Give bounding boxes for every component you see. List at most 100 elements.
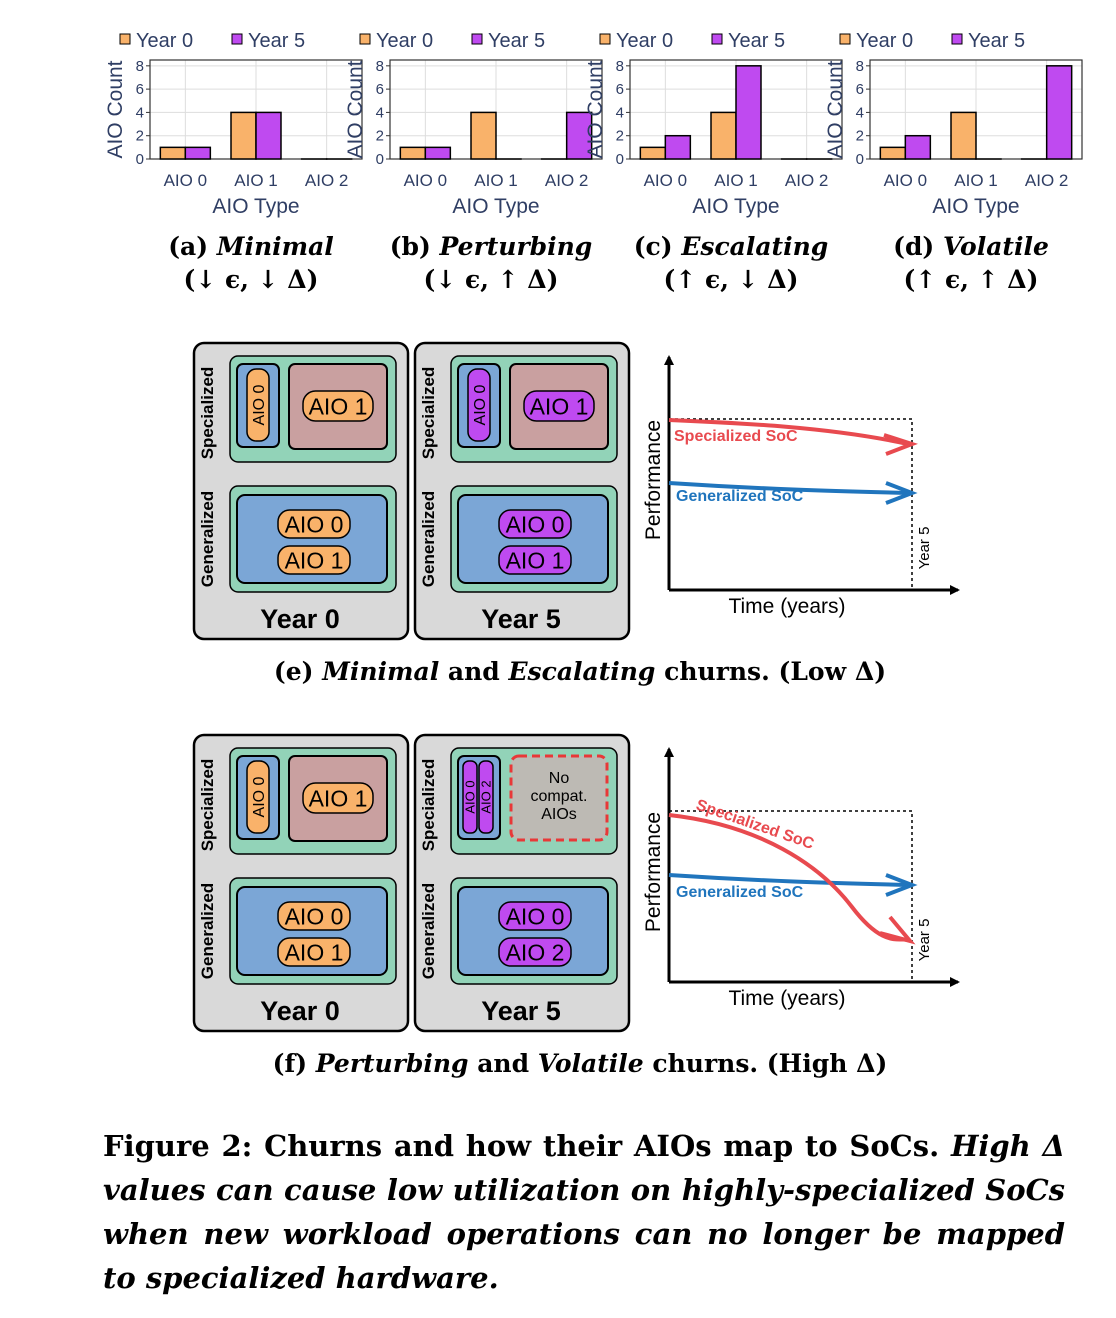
x-axis-label: AIO Type [452,195,539,218]
bar-year0-aio1 [230,111,257,160]
x-tick-label: AIO 0 [404,171,447,190]
subfigure-prefix: (a) [168,232,217,261]
aio-pill-label: AIO 2 [479,780,494,813]
aio-pill-label: AIO 0 [285,511,344,537]
specialized-label: Specialized SoC [694,797,817,853]
specialized-label: Specialized [419,759,438,852]
specialized-arrowhead [879,915,916,945]
year-panel: Specialized Generalized AIO 0 AIO 1 AIO 0 AIO… [192,341,410,641]
aio-pill-label: AIO 1 [506,547,565,573]
chart-b: Year 0 Year 5 0 2 4 6 8 AIO Count AIO 0 AIO 1 AIO … [344,30,603,294]
legend-swatch-year0 [359,33,371,45]
aio-pill-label: AIO 0 [506,511,565,537]
legend-swatch-year0 [839,33,851,45]
aio-pill: AIO 2 [498,937,572,967]
year-marker: Year 5 [916,527,933,570]
y-tick-label: 8 [376,58,384,75]
subfigure-prefix: (d) [893,232,943,261]
caption-bold: Figure 2: Churns and how their AIOs map … [103,1129,940,1163]
aio-pill-shape [498,545,572,575]
generalized-label: Generalized [198,883,217,979]
caption-name1: Minimal [321,657,439,686]
bar-year0-aio0 [399,146,427,160]
aio-pill: AIO 0 [498,509,572,539]
legend-swatch-year5 [231,33,243,45]
y-axis-label: Performance [642,812,665,932]
specialized-arrowhead [883,433,919,456]
year-panel: Specialized Generalized AIO 0 AIO 1 AIO 0 AIO… [413,341,631,641]
y-tick-label: 8 [616,58,624,75]
legend: Year 0 Year 5 [839,30,1025,52]
aio-pill-label: AIO 0 [251,776,268,817]
x-tick-label: AIO 0 [644,171,687,190]
legend-swatch-year0 [599,33,611,45]
subfigure-greek: (↓ ϵ, ↑ Δ) [424,265,559,294]
figure-caption: Figure 2: Churns and how their AIOs map … [103,1124,1065,1300]
year-marker: Year 5 [916,919,933,962]
bar-year0-aio0 [879,146,907,160]
subfigure-label: (c) Escalating [634,232,829,261]
subfigure-greek: (↑ ϵ, ↓ Δ) [664,265,799,294]
y-tick-label: 6 [136,81,144,98]
specialized-label: Specialized [419,367,438,460]
year-title: Year 0 [260,996,340,1026]
aio-pill-shape [277,901,351,931]
legend-swatch-year5 [711,33,723,45]
aio-pill-shape [277,545,351,575]
diagram-caption: (f) Perturbing and Volatile churns. (Hig… [273,1049,888,1078]
no-compat-box [509,754,609,842]
bar-year5-aio1 [255,111,282,160]
x-axis-label: Time (years) [728,595,845,618]
bar-year5-aio2 [1045,65,1073,160]
aio-pill-shape [498,937,572,967]
subfigure-label: (d) Volatile [893,232,1049,261]
subfigure-name: Minimal [216,232,334,261]
x-tick-label: AIO 2 [1025,171,1068,190]
y-tick-label: 4 [136,104,144,121]
aio-pill-shape [277,509,351,539]
aio-pill-label: AIO 1 [285,939,344,965]
bar-charts: Year 0 Year 5 0 2 4 6 8 AIO Count AIO 0 AIO 1 AIO … [104,30,1083,294]
y-tick-label: 6 [376,81,384,98]
aio-pill: AIO 1 [277,937,351,967]
year-title: Year 5 [481,604,561,634]
aio-pill-label: AIO 0 [506,903,565,929]
diagram-e: Specialized Generalized AIO 0 AIO 1 AIO 0 AIO… [192,341,960,686]
caption-prefix: (f) [273,1049,316,1078]
legend-label: Year 0 [376,30,433,52]
y-tick-label: 0 [856,151,864,168]
aio-pill: AIO 1 [277,545,351,575]
x-axis-label: AIO Type [932,195,1019,218]
bar-year5-aio0 [184,146,212,160]
aio-pill-shape [302,782,374,814]
aio-pill-shape [246,368,270,442]
aio-pill: AIO 1 [523,390,595,422]
bar-year0-aio1 [470,111,497,160]
year-title: Year 5 [481,996,561,1026]
generalized-label: Generalized SoC [676,884,804,901]
subfigure-label: (b) Perturbing [390,232,593,261]
x-tick-label: AIO 1 [474,171,517,190]
caption-name1: Perturbing [315,1049,469,1078]
specialized-label: Specialized [198,367,217,460]
y-tick-label: 2 [136,128,144,145]
caption-name2: Volatile [538,1049,644,1078]
y-tick-label: 0 [376,151,384,168]
no-compat-text: No [549,770,570,787]
aio-pill-label: AIO 1 [309,393,368,419]
x-tick-label: AIO 1 [714,171,757,190]
x-axis-label: AIO Type [692,195,779,218]
aio-pill-label: AIO 1 [285,547,344,573]
aio-pill-shape [478,760,494,834]
y-tick-label: 2 [856,128,864,145]
legend: Year 0 Year 5 [599,30,785,52]
reference-line [669,810,913,982]
bar-year0-aio1 [950,111,977,160]
subfigure-name: Volatile [943,232,1049,261]
aio-pill: AIO 0 [498,901,572,931]
y-tick-label: 2 [376,128,384,145]
aio-pill-shape [277,937,351,967]
subfigure-prefix: (c) [634,232,682,261]
no-compat-text: compat. [531,788,588,805]
